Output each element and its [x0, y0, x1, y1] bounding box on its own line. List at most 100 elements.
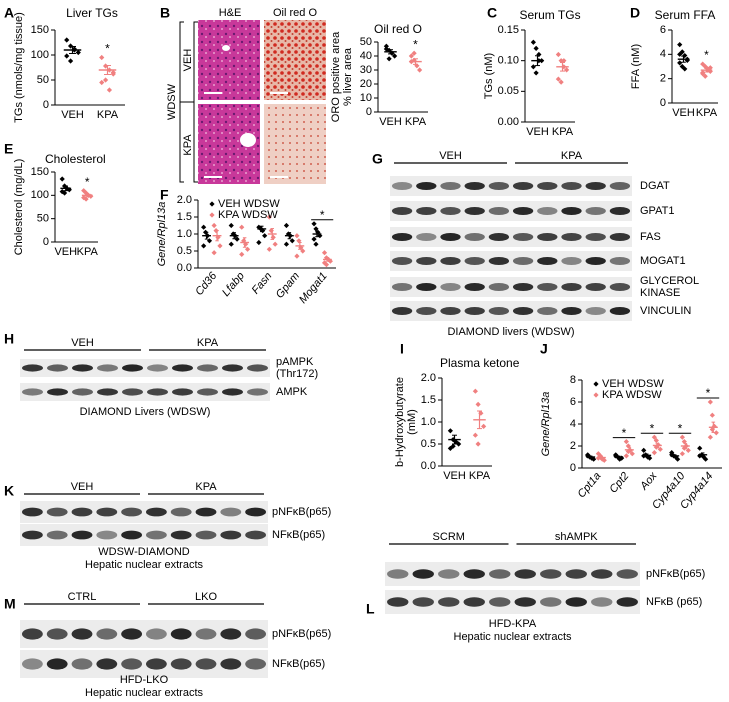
- blot-band: [145, 628, 167, 640]
- blot-band: [21, 628, 43, 640]
- significance-star: *: [320, 208, 325, 222]
- data-point: [597, 453, 603, 459]
- data-point: [697, 453, 703, 459]
- data-point: [313, 241, 319, 247]
- data-point: [561, 58, 567, 64]
- blot-strip: [390, 227, 632, 247]
- blot-band: [537, 233, 558, 241]
- blot-band: [247, 388, 268, 396]
- y-axis-label: b-Hydroxybutyrate: [394, 377, 406, 467]
- data-point: [239, 224, 245, 230]
- panel-letter: C: [487, 5, 497, 21]
- y-axis-label: TGs (nmols/mg tissue): [13, 12, 25, 123]
- y-tick-label: 2.0: [177, 194, 192, 206]
- blot-band: [561, 257, 582, 265]
- blot-band: [47, 364, 68, 372]
- blot-band: [21, 658, 43, 670]
- chart-title: Liver TGs: [66, 6, 118, 20]
- blot-band: [512, 233, 534, 241]
- blot-band: [609, 283, 631, 291]
- blot-band: [440, 182, 461, 190]
- data-point: [283, 241, 290, 247]
- band-label: pNFκB(p65): [272, 506, 331, 518]
- data-point: [408, 53, 414, 59]
- vessel: [240, 133, 256, 147]
- blot-band: [72, 388, 93, 396]
- y-tick-label: 6: [570, 396, 576, 408]
- data-point: [682, 52, 688, 59]
- data-point: [677, 51, 683, 57]
- group-label: KPA: [197, 337, 219, 349]
- blot-band: [145, 530, 167, 540]
- panel-letter: D: [630, 5, 640, 21]
- data-point: [530, 64, 536, 70]
- blot-band: [585, 283, 606, 291]
- blot-band: [21, 530, 43, 540]
- data-point: [679, 434, 685, 440]
- blot-band: [463, 597, 485, 607]
- blot-band: [585, 257, 606, 265]
- legend-marker: [593, 381, 599, 387]
- blot-band: [145, 658, 167, 670]
- blot-band: [245, 507, 267, 517]
- data-point: [707, 434, 713, 440]
- data-point: [283, 222, 290, 229]
- data-point: [266, 214, 272, 220]
- blot-strip: [390, 201, 632, 221]
- blot-band: [585, 207, 606, 215]
- blot-band: [121, 507, 143, 517]
- chart-title: Oil red O: [374, 22, 422, 36]
- y-tick-label: 1.0: [421, 416, 436, 428]
- data-point: [702, 63, 708, 70]
- data-point: [383, 43, 389, 49]
- y-tick-label: 0.10: [498, 55, 519, 67]
- blot-band: [391, 182, 413, 190]
- blot-band: [609, 233, 631, 241]
- blot-band: [172, 364, 193, 372]
- data-point: [296, 238, 302, 244]
- data-point: [294, 233, 300, 239]
- blot-strip: [20, 383, 270, 401]
- blot-band: [170, 530, 192, 540]
- blot-band: [147, 388, 168, 396]
- panel-letter: J: [540, 341, 548, 357]
- band-label: GLYCEROL: [640, 275, 699, 287]
- data-point: [623, 439, 629, 445]
- significance-star: *: [622, 426, 627, 440]
- x-tick-label: KPA: [552, 126, 574, 138]
- data-point: [481, 423, 487, 429]
- y-tick-label: 6: [660, 24, 666, 36]
- y-tick-label: 4: [660, 48, 666, 60]
- y-tick-label: 100: [31, 49, 49, 61]
- blot-band: [512, 207, 534, 215]
- band-label: pNFκB(p65): [646, 568, 705, 580]
- y-tick-label: 0: [570, 462, 576, 474]
- x-tick-label: Fasn: [250, 270, 275, 296]
- group-label: VEH: [71, 481, 94, 493]
- panel-letter: G: [372, 151, 383, 167]
- blot-band: [616, 569, 638, 579]
- band-label: NFκB(p65): [272, 529, 325, 541]
- blot-band: [609, 182, 631, 190]
- y-tick-label: 150: [31, 24, 49, 36]
- blot-band: [440, 233, 461, 241]
- data-point: [323, 262, 330, 268]
- data-point: [713, 430, 719, 436]
- blot-band: [416, 307, 437, 315]
- caption: Hepatic nuclear extracts: [85, 559, 203, 571]
- y-tick-label: 1.5: [421, 394, 436, 406]
- blot-band: [561, 233, 582, 241]
- legend-label: KPA WDSW: [218, 209, 278, 221]
- blot-band: [609, 207, 631, 215]
- data-point: [585, 453, 591, 459]
- blot-band: [585, 182, 606, 190]
- data-point: [321, 260, 328, 266]
- blot-band: [440, 307, 461, 315]
- blot-band: [416, 257, 437, 265]
- data-point: [653, 444, 659, 450]
- blot-band: [412, 597, 434, 607]
- band-label: VINCULIN: [640, 305, 691, 317]
- blot-band: [222, 388, 243, 396]
- blot-band: [512, 182, 534, 190]
- blot-band: [387, 597, 409, 607]
